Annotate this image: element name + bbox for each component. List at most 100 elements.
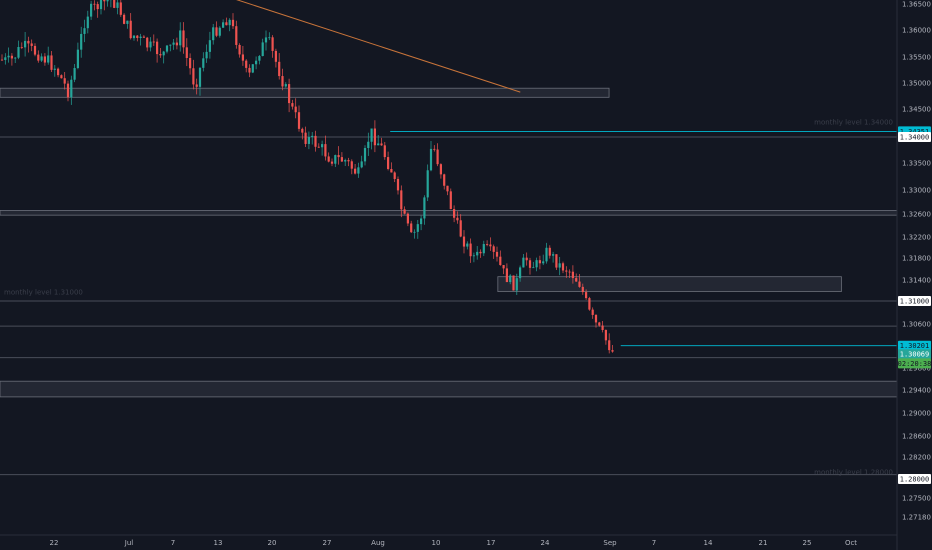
candle-body-70: [231, 19, 235, 27]
candle-body-23: [76, 49, 79, 69]
candle-body-46: [152, 41, 155, 43]
candle-body-67: [222, 22, 225, 28]
price-axis[interactable]: 1.36500 1.36000 1.35500 1.35000 1.34500 1.340…: [902, 1, 931, 522]
annotation-2: monthly level 1.28000: [814, 469, 893, 477]
annotation-1: monthly level 1.31000: [4, 289, 83, 297]
candle-body-184: [608, 340, 611, 351]
candle-body-141: [466, 243, 469, 247]
candle-body-22: [73, 68, 76, 80]
candle-body-35: [116, 2, 119, 8]
y-tick-label: 1.27500: [902, 495, 931, 503]
y-tick-label: 1.32200: [902, 234, 931, 242]
candle-body-60: [198, 67, 202, 87]
candle-body-55: [182, 30, 185, 48]
candle-body-109: [360, 161, 363, 168]
price-tag-label-1: 1.34000: [900, 134, 930, 142]
candle-body-24: [80, 33, 83, 50]
candle-body-47: [156, 41, 159, 55]
candle-body-2: [7, 55, 10, 58]
candle-body-180: [594, 314, 598, 323]
candle-body-44: [146, 37, 149, 48]
candle-body-150: [495, 251, 499, 257]
candle-body-136: [449, 191, 452, 210]
trendline: [236, 0, 521, 93]
candle-body-96: [317, 146, 320, 148]
candle-body-95: [314, 135, 317, 147]
candle-body-130: [429, 148, 433, 171]
candle-body-162: [535, 260, 538, 268]
candle-body-111: [367, 141, 370, 149]
candle-body-74: [245, 60, 248, 68]
candle-body-138: [456, 217, 459, 221]
price-tag-label-3: 1.30201: [900, 342, 930, 350]
candle-body-132: [436, 149, 439, 165]
candle-body-161: [532, 267, 535, 269]
candle-body-69: [228, 19, 231, 26]
candle-body-137: [453, 209, 456, 218]
y-tick-label: 1.36500: [902, 1, 931, 9]
candle-body-125: [413, 231, 416, 233]
candle-body-115: [380, 143, 383, 146]
y-tick-label: 1.29800: [902, 365, 931, 373]
zone-2: [497, 276, 842, 292]
candle-body-97: [321, 144, 324, 148]
candle-body-59: [195, 84, 198, 87]
candle-body-81: [268, 37, 271, 39]
candle-body-183: [604, 329, 607, 341]
candle-body-146: [482, 244, 485, 254]
candle-body-18: [60, 75, 63, 79]
candle-body-114: [377, 143, 380, 146]
candle-body-106: [350, 161, 353, 169]
candle-body-66: [218, 27, 221, 36]
candle-body-181: [598, 322, 601, 326]
candle-body-56: [185, 47, 188, 59]
candle-body-48: [159, 54, 162, 56]
candle-body-126: [416, 224, 419, 232]
candle-body-166: [548, 247, 551, 256]
candle-body-17: [57, 68, 60, 76]
candle-body-155: [512, 275, 515, 291]
candle-body-77: [255, 60, 258, 65]
x-tick-label: Oct: [845, 539, 857, 547]
candle-body-100: [330, 161, 334, 164]
candle-body-169: [558, 263, 561, 268]
y-tick-label: 1.35000: [902, 80, 931, 88]
candle-body-158: [522, 257, 525, 268]
candle-body-151: [499, 256, 502, 266]
annotations-layer: monthly level 1.34000 monthly level 1.310…: [4, 118, 893, 476]
candle-body-94: [311, 135, 314, 137]
candle-body-54: [179, 30, 182, 46]
candle-body-28: [93, 3, 96, 5]
y-tick-label: 1.30600: [902, 321, 931, 329]
candle-body-101: [334, 155, 337, 164]
candle-body-20: [66, 83, 70, 98]
candle-body-160: [528, 260, 532, 268]
candle-body-113: [373, 128, 376, 146]
x-tick-label: 24: [541, 539, 550, 547]
candle-body-51: [169, 44, 172, 46]
price-tag-bg-2: [898, 296, 931, 306]
price-tag-bg-4: [898, 349, 931, 360]
candle-body-15: [50, 55, 53, 70]
candle-body-63: [208, 40, 211, 52]
price-tag-label-4: 1.30069: [900, 351, 930, 359]
x-tick-label: 13: [214, 539, 223, 547]
candle-body-147: [486, 244, 489, 245]
candle-body-86: [284, 84, 287, 87]
candle-body-58: [192, 68, 195, 85]
candle-body-122: [403, 209, 406, 214]
candle-body-139: [459, 220, 462, 237]
candle-body-49: [162, 51, 165, 56]
candle-body-176: [581, 286, 584, 293]
level-lines-layer: [0, 130, 897, 476]
time-axis[interactable]: 22 Jul 7 13 20 27 Aug 10 17 24 Sep 7 14 21 25 Oct: [50, 539, 858, 547]
candle-body-73: [241, 54, 244, 61]
x-tick-label: 27: [323, 539, 332, 547]
y-tick-label: 1.36000: [902, 27, 931, 35]
candle-body-10: [33, 45, 37, 55]
candle-body-36: [119, 2, 122, 15]
candle-body-37: [123, 14, 126, 24]
y-tick-label: 1.33000: [902, 187, 931, 195]
